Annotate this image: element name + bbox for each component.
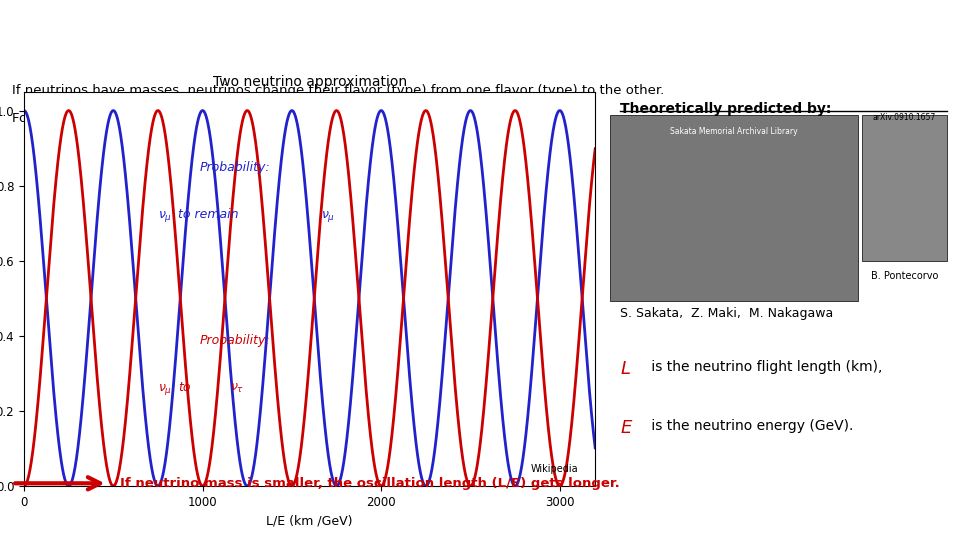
Text: .: . bbox=[468, 112, 472, 125]
Text: $\nu_{\mu}$: $\nu_{\mu}$ bbox=[158, 209, 173, 224]
Text: $\nu_{\mu}$: $\nu_{\mu}$ bbox=[158, 382, 173, 397]
Title: Two neutrino approximation: Two neutrino approximation bbox=[212, 75, 407, 89]
FancyBboxPatch shape bbox=[610, 116, 858, 301]
Text: Probability:: Probability: bbox=[200, 334, 271, 347]
Text: $\nu_{\tau}$: $\nu_{\tau}$ bbox=[229, 382, 244, 395]
Text: $\nu_{\mu}$: $\nu_{\mu}$ bbox=[401, 112, 416, 127]
Text: 11: 11 bbox=[469, 516, 491, 534]
Text: If neutrino mass is smaller, the oscillation length (L/E) gets longer.: If neutrino mass is smaller, the oscilla… bbox=[120, 477, 619, 490]
Text: B. Pontecorvo: B. Pontecorvo bbox=[871, 271, 938, 281]
Text: Neutrino oscillations: Neutrino oscillations bbox=[12, 19, 372, 51]
Text: and: and bbox=[424, 112, 458, 125]
Text: If neutrinos have masses, neutrinos change their flavor (type) from one flavor (: If neutrinos have masses, neutrinos chan… bbox=[12, 84, 663, 97]
Text: For example, oscillations could occur between: For example, oscillations could occur be… bbox=[12, 112, 324, 125]
Text: $\nu_{\tau}$: $\nu_{\tau}$ bbox=[449, 112, 465, 125]
X-axis label: L/E (km /GeV): L/E (km /GeV) bbox=[266, 514, 353, 527]
Text: to: to bbox=[179, 381, 191, 394]
Text: is the neutrino energy (GeV).: is the neutrino energy (GeV). bbox=[647, 419, 853, 433]
Text: is the neutrino flight length (km),: is the neutrino flight length (km), bbox=[647, 360, 882, 374]
Text: Theoretically predicted by:: Theoretically predicted by: bbox=[620, 102, 831, 116]
Text: $\mathbf{\it{E}}$: $\mathbf{\it{E}}$ bbox=[620, 419, 634, 437]
Text: Probability:: Probability: bbox=[200, 160, 271, 174]
Text: to remain: to remain bbox=[179, 208, 239, 221]
Text: $\nu_{\mu}$: $\nu_{\mu}$ bbox=[321, 209, 335, 224]
Text: S. Sakata,  Z. Maki,  M. Nakagawa: S. Sakata, Z. Maki, M. Nakagawa bbox=[620, 307, 833, 320]
Text: $\mathbf{\it{L}}$: $\mathbf{\it{L}}$ bbox=[620, 360, 631, 378]
Text: Sakata Memorial Archival Library: Sakata Memorial Archival Library bbox=[670, 127, 798, 136]
FancyBboxPatch shape bbox=[862, 116, 947, 261]
Text: Wikipedia: Wikipedia bbox=[531, 464, 578, 474]
Text: arXiv:0910.1657: arXiv:0910.1657 bbox=[873, 113, 936, 123]
